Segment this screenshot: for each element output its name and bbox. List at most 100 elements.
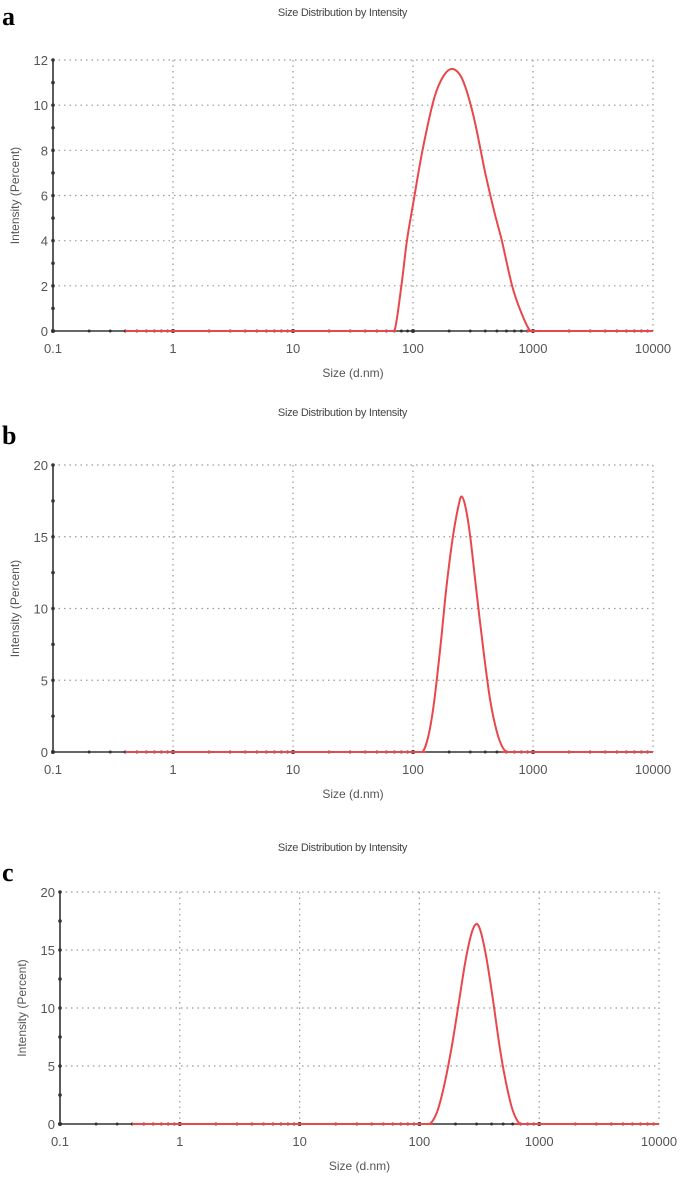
- y-tick-label: 20: [41, 885, 55, 900]
- x-tick-label: 1: [176, 1134, 183, 1149]
- x-tick-mark: [483, 750, 487, 754]
- x-tick-mark: [411, 329, 415, 333]
- x-tick-mark: [108, 329, 112, 333]
- y-tick-mark: [51, 216, 55, 220]
- y-tick-label: 2: [41, 279, 48, 294]
- y-tick-label: 5: [48, 1059, 55, 1074]
- size-distribution-chart: 0 5 10 15 20 0.1 1 10 100 1000 10000 Size (d.nm) Int…: [15, 885, 677, 1173]
- x-tick-mark: [475, 1122, 479, 1126]
- y-tick-label: 0: [41, 324, 48, 339]
- x-tick-mark: [453, 1122, 457, 1126]
- y-tick-mark: [58, 919, 62, 923]
- panel-b: b Size Distribution by Intensity 0 5 10 15 2…: [0, 395, 685, 820]
- y-tick-mark: [51, 58, 55, 62]
- x-tick-label: 100: [409, 1134, 431, 1149]
- x-tick-label: 10000: [635, 341, 671, 356]
- y-tick-label: 5: [41, 673, 48, 688]
- y-tick-label: 20: [34, 458, 48, 473]
- y-tick-label: 10: [41, 1001, 55, 1016]
- x-tick-label: 1000: [519, 341, 548, 356]
- x-tick-label: 10: [286, 762, 300, 777]
- y-tick-label: 0: [41, 745, 48, 760]
- x-tick-mark: [447, 750, 451, 754]
- x-tick-mark: [108, 750, 112, 754]
- x-tick-label: 1000: [519, 762, 548, 777]
- x-tick-mark: [51, 750, 55, 754]
- y-tick-mark: [51, 171, 55, 175]
- y-tick-mark: [51, 125, 55, 130]
- y-tick-mark: [51, 570, 55, 575]
- panel-c: c Size Distribution by Intensity 0 5 10 15 2…: [0, 820, 685, 1184]
- panel-label: c: [2, 858, 14, 887]
- x-tick-label: 10000: [635, 762, 671, 777]
- x-tick-label: 10: [292, 1134, 306, 1149]
- x-tick-mark: [447, 329, 451, 333]
- y-tick-mark: [58, 1093, 62, 1097]
- y-tick-mark: [51, 606, 55, 611]
- y-tick-mark: [51, 463, 55, 467]
- y-tick-mark: [58, 890, 62, 894]
- x-axis-title: Size (d.nm): [329, 1159, 390, 1173]
- y-axis-title: Intensity (Percent): [8, 560, 22, 657]
- x-tick-label: 100: [402, 341, 424, 356]
- x-tick-label: 0.1: [51, 1134, 69, 1149]
- panel-label: b: [2, 421, 17, 450]
- chart-title: Size Distribution by Intensity: [277, 842, 408, 854]
- chart-title: Size Distribution by Intensity: [277, 7, 408, 19]
- y-tick-mark: [51, 714, 55, 718]
- y-tick-mark: [51, 284, 55, 288]
- x-tick-mark: [490, 1122, 494, 1126]
- y-tick-label: 12: [34, 53, 48, 68]
- y-tick-label: 0: [48, 1117, 55, 1132]
- x-tick-label: 0.1: [44, 762, 62, 777]
- x-tick-mark: [511, 1122, 515, 1126]
- y-tick-mark: [58, 1035, 62, 1039]
- x-tick-label: 1: [169, 341, 176, 356]
- y-tick-label: 6: [41, 189, 48, 204]
- x-tick-mark: [115, 1122, 119, 1126]
- x-tick-mark: [519, 329, 523, 333]
- y-tick-mark: [51, 642, 55, 647]
- y-tick-mark: [51, 306, 55, 311]
- y-tick-mark: [58, 1006, 62, 1010]
- x-tick-label: 0.1: [44, 341, 62, 356]
- x-tick-label: 1: [169, 762, 176, 777]
- x-axis-title: Size (d.nm): [322, 787, 383, 801]
- chart-title: Size Distribution by Intensity: [277, 407, 408, 419]
- x-tick-mark: [87, 750, 91, 754]
- x-tick-mark: [468, 750, 472, 754]
- x-tick-mark: [512, 329, 516, 333]
- panel-a: a Size Distribution by Intensity 0 2 4 6 8 10…: [0, 0, 685, 395]
- size-distribution-chart: 0 5 10 15 20 0.1 1 10 100 1000 10000 Size (d.nm) Int…: [8, 458, 671, 801]
- x-tick-mark: [406, 329, 410, 333]
- x-tick-mark: [87, 329, 91, 333]
- x-tick-mark: [399, 329, 403, 333]
- y-tick-mark: [58, 1064, 62, 1068]
- x-tick-label: 10000: [641, 1134, 677, 1149]
- y-tick-mark: [51, 103, 55, 107]
- x-tick-mark: [58, 1122, 62, 1126]
- y-tick-mark: [51, 678, 55, 683]
- y-tick-mark: [51, 499, 55, 503]
- x-tick-mark: [483, 329, 487, 333]
- x-tick-mark: [504, 329, 508, 333]
- y-tick-mark: [51, 148, 55, 153]
- x-tick-mark: [501, 1122, 505, 1126]
- intensity-curve: [125, 67, 653, 333]
- x-tick-label: 100: [402, 762, 424, 777]
- y-tick-mark: [51, 238, 55, 243]
- y-axis-title: Intensity (Percent): [8, 147, 22, 244]
- x-axis-title: Size (d.nm): [322, 366, 383, 380]
- intensity-curve: [125, 495, 653, 753]
- y-axis-title: Intensity (Percent): [15, 959, 29, 1056]
- x-tick-mark: [94, 1122, 98, 1126]
- x-tick-label: 10: [286, 341, 300, 356]
- y-tick-mark: [58, 977, 62, 981]
- y-tick-label: 10: [34, 98, 48, 113]
- y-tick-mark: [51, 80, 55, 85]
- x-tick-mark: [468, 329, 472, 333]
- x-tick-mark: [51, 329, 55, 333]
- y-tick-mark: [51, 193, 55, 198]
- y-tick-label: 15: [41, 943, 55, 958]
- y-tick-label: 8: [41, 143, 48, 158]
